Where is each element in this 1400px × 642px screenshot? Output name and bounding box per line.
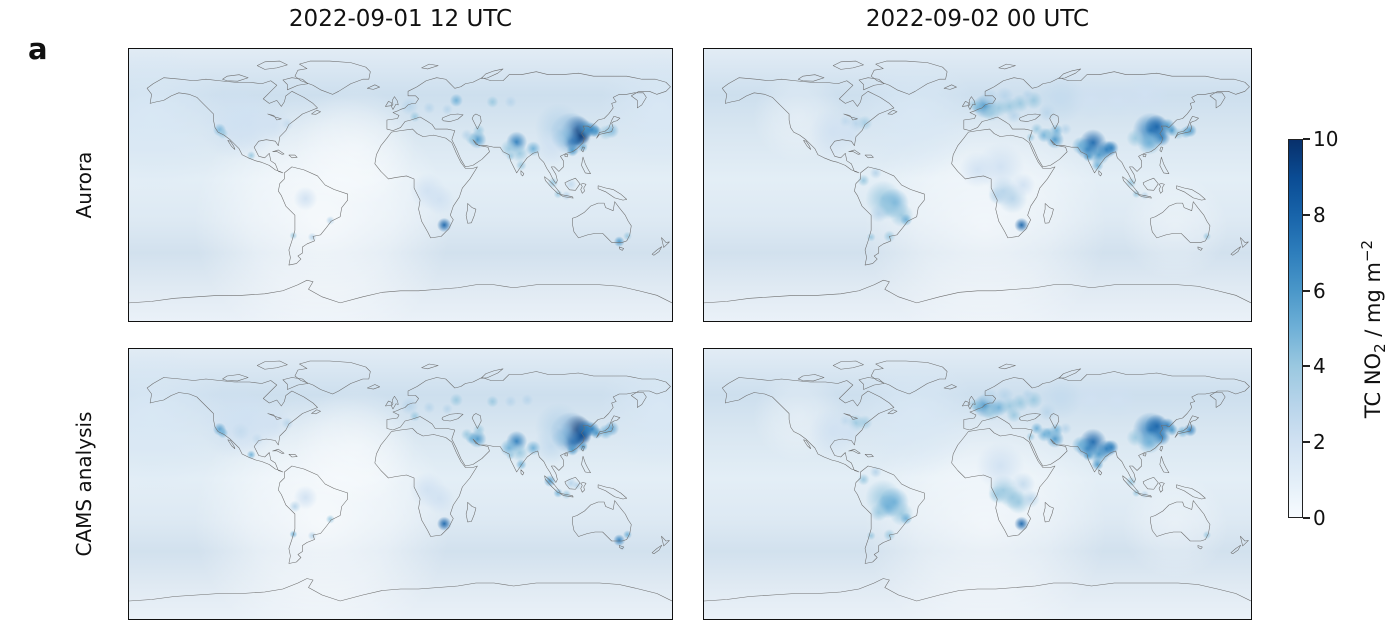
column-title-left: 2022-09-01 12 UTC xyxy=(288,6,513,32)
colorbar-tickmark xyxy=(1303,289,1310,292)
colorbar-tickmark xyxy=(1303,213,1310,216)
colorbar-tick-label: 6 xyxy=(1313,278,1326,303)
map-cams-2022-09-01-12utc xyxy=(128,348,673,620)
map-cams-2022-09-02-00utc xyxy=(703,348,1252,620)
colorbar-tick-label: 10 xyxy=(1313,127,1339,151)
colorbar-tick-label: 0 xyxy=(1313,506,1326,530)
map-aurora-2022-09-02-00utc xyxy=(703,48,1252,322)
colorbar-tickmark xyxy=(1303,138,1310,140)
row-label-cams-analysis: CAMS analysis xyxy=(72,411,96,557)
panel-letter: a xyxy=(28,32,48,66)
colorbar xyxy=(1288,139,1303,518)
colorbar-tickmark xyxy=(1303,365,1310,368)
colorbar-tickmark xyxy=(1303,517,1310,519)
colorbar-tick-label: 4 xyxy=(1313,354,1326,379)
column-title-right: 2022-09-02 00 UTC xyxy=(865,6,1090,32)
colorbar-tick-label: 2 xyxy=(1313,430,1326,455)
colorbar-tick-label: 8 xyxy=(1313,202,1326,227)
map-aurora-2022-09-01-12utc xyxy=(128,48,673,322)
colorbar-unit-label: TC NO2 / mg m−2 xyxy=(1358,239,1390,419)
colorbar-tickmark xyxy=(1303,441,1310,444)
row-label-aurora: Aurora xyxy=(72,151,96,219)
